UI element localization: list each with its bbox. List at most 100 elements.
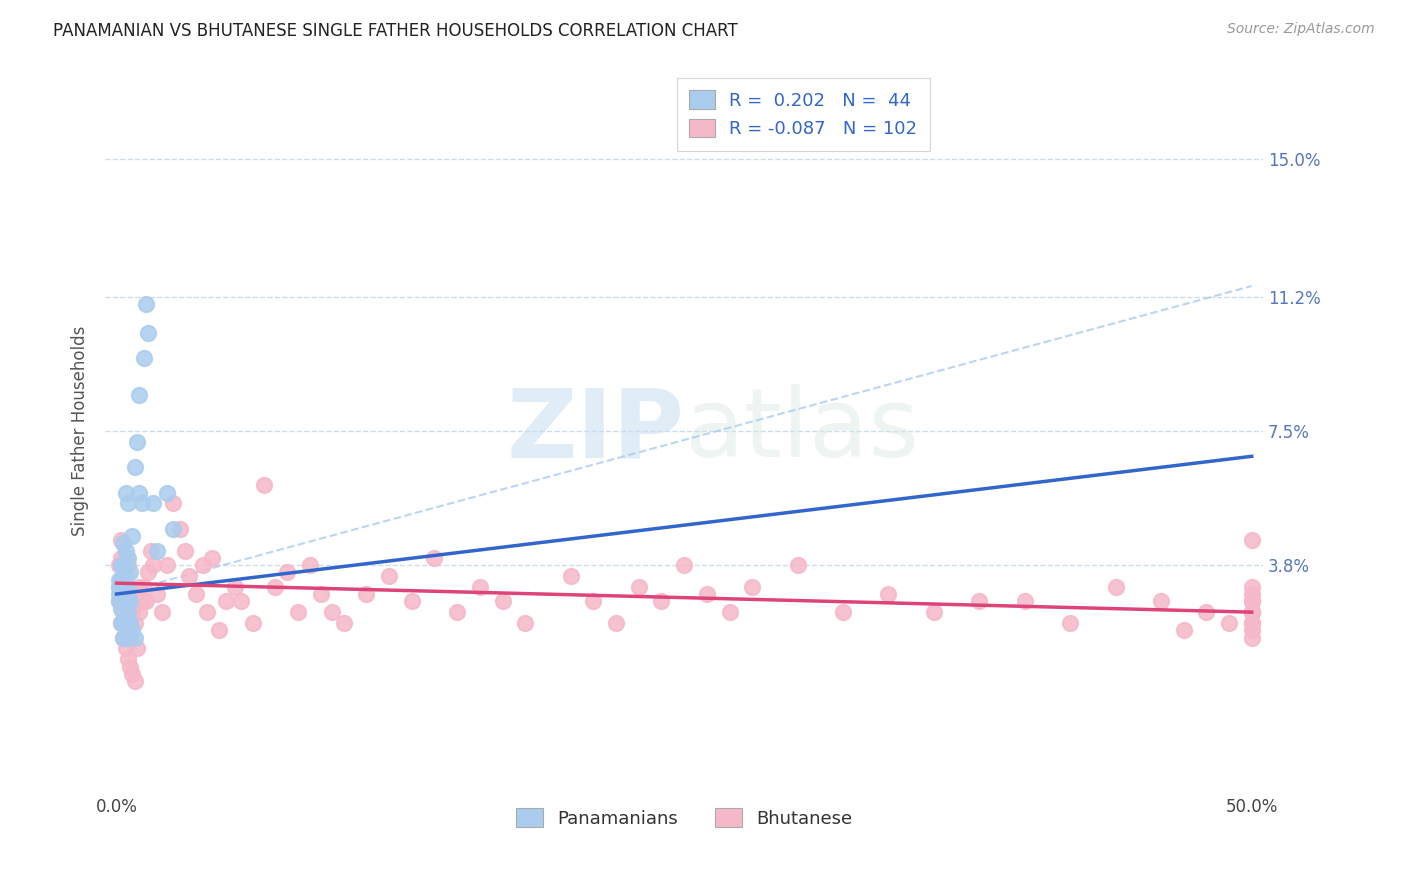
Point [128,605,150,619]
Point [108,580,131,594]
Point [110,550,132,565]
Point [922,605,945,619]
Point [114,615,136,630]
Point [1240,533,1263,547]
Point [110,587,132,601]
Point [117,558,139,572]
Point [1240,631,1263,645]
Point [605,615,627,630]
Point [110,615,132,630]
Point [112,536,135,550]
Point [110,594,132,608]
Y-axis label: Single Father Households: Single Father Households [72,326,89,536]
Point [321,605,343,619]
Point [114,543,136,558]
Point [108,594,131,608]
Point [718,605,741,619]
Point [184,587,207,601]
Point [131,594,153,608]
Point [155,558,177,572]
Point [150,605,173,619]
Point [242,615,264,630]
Point [146,543,169,558]
Point [112,580,135,594]
Point [131,496,153,510]
Point [120,566,142,580]
Point [108,587,131,601]
Point [110,601,132,615]
Point [128,580,150,594]
Point [114,569,136,583]
Point [114,641,136,656]
Point [132,580,155,594]
Point [162,496,184,510]
Point [378,569,401,583]
Point [112,631,135,645]
Point [201,550,224,565]
Point [1104,580,1126,594]
Point [112,594,135,608]
Point [446,605,468,619]
Point [276,566,298,580]
Point [155,485,177,500]
Point [832,605,855,619]
Point [135,594,157,608]
Point [117,652,139,666]
Point [110,573,132,587]
Point [169,522,191,536]
Point [1240,605,1263,619]
Point [142,558,165,572]
Point [673,558,696,572]
Point [138,566,160,580]
Point [1240,594,1263,608]
Point [191,558,214,572]
Point [110,573,132,587]
Point [117,550,139,565]
Point [124,460,146,475]
Point [1173,624,1195,638]
Point [112,536,135,550]
Point [117,580,139,594]
Point [120,659,142,673]
Point [132,351,155,366]
Point [264,580,287,594]
Point [117,587,139,601]
Point [120,615,142,630]
Point [112,631,135,645]
Point [139,543,162,558]
Point [332,615,354,630]
Point [287,605,309,619]
Point [1240,594,1263,608]
Point [114,587,136,601]
Point [1240,624,1263,638]
Point [1059,615,1081,630]
Point [468,580,491,594]
Point [1240,605,1263,619]
Point [121,605,143,619]
Point [173,543,195,558]
Point [128,387,150,401]
Point [114,615,136,630]
Point [124,673,146,688]
Point [112,615,135,630]
Point [121,624,143,638]
Point [114,550,136,565]
Point [786,558,808,572]
Point [627,580,650,594]
Point [120,594,142,608]
Text: ZIP: ZIP [506,384,685,477]
Point [560,569,582,583]
Point [231,594,253,608]
Point [969,594,991,608]
Point [110,533,132,547]
Point [1195,605,1218,619]
Point [1240,580,1263,594]
Point [224,580,246,594]
Point [117,496,139,510]
Point [650,594,672,608]
Point [121,666,143,681]
Point [142,496,165,510]
Point [582,594,605,608]
Point [114,485,136,500]
Point [128,485,150,500]
